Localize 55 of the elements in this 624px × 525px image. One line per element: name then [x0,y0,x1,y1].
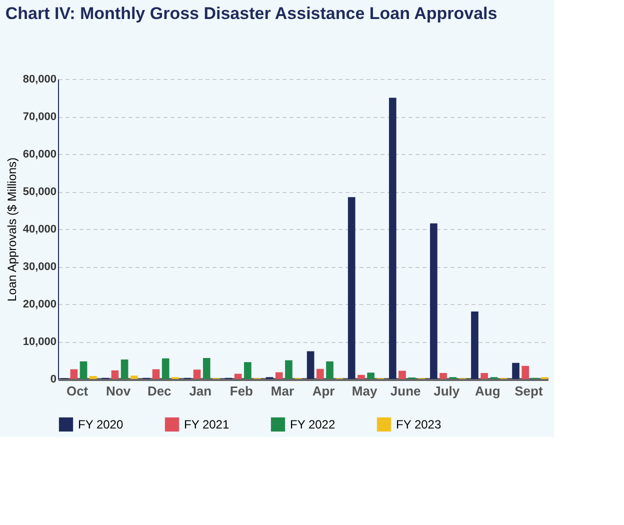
legend-label: FY 2023 [396,417,442,432]
chart-title: Chart IV: Monthly Gross Disaster Assistance Loan Approvals [5,4,498,23]
y-tick-label: 80,000 [22,74,56,86]
y-tick-label: 30,000 [22,261,56,273]
x-tick-label: May [352,384,378,398]
bar [398,370,406,379]
bar [358,374,365,379]
x-tick-label: Apr [312,384,335,398]
bar [162,358,170,379]
bar [471,312,478,379]
bar [70,369,78,379]
bar [111,370,119,379]
bar [430,223,438,379]
bar [316,368,324,379]
x-tick-label: June [390,384,421,398]
bar [80,361,88,379]
y-tick-label: 70,000 [22,111,56,123]
bar [202,358,210,379]
bar [89,376,97,379]
legend-label: FY 2021 [184,417,230,432]
bar [306,351,314,379]
x-tick-label: Oct [66,384,89,398]
bar [388,98,396,379]
bar [348,197,356,379]
bar [285,360,292,379]
bar [522,366,530,379]
y-tick-label: 20,000 [22,298,56,310]
x-tick-label: Jan [189,384,212,398]
bar [480,373,488,379]
x-tick-label: July [434,384,460,398]
bar [152,369,160,379]
y-tick-label: 0 [50,374,56,386]
y-tick-label: 10,000 [22,336,56,348]
x-tick-label: Aug [475,384,500,398]
y-axis-title: Loan Approvals ($ Millions) [4,157,19,302]
y-tick-label: 40,000 [22,224,56,236]
x-tick-label: Nov [106,384,132,398]
bar [234,374,242,379]
bar [326,361,334,379]
bar [193,370,201,379]
legend-label: FY 2020 [78,417,124,432]
bar [367,372,374,379]
bar [244,362,252,379]
x-tick-label: Sept [514,384,544,398]
y-tick-label: 50,000 [22,186,56,198]
bar [440,373,447,379]
legend-label: FY 2022 [290,417,336,432]
x-tick-label: Mar [270,384,294,398]
bar [275,372,283,379]
x-tick-label: Feb [230,384,254,398]
x-tick-label: Dec [147,384,172,398]
y-tick-label: 60,000 [22,148,56,160]
bar [130,376,138,379]
bar [512,362,520,379]
bar [120,360,128,379]
